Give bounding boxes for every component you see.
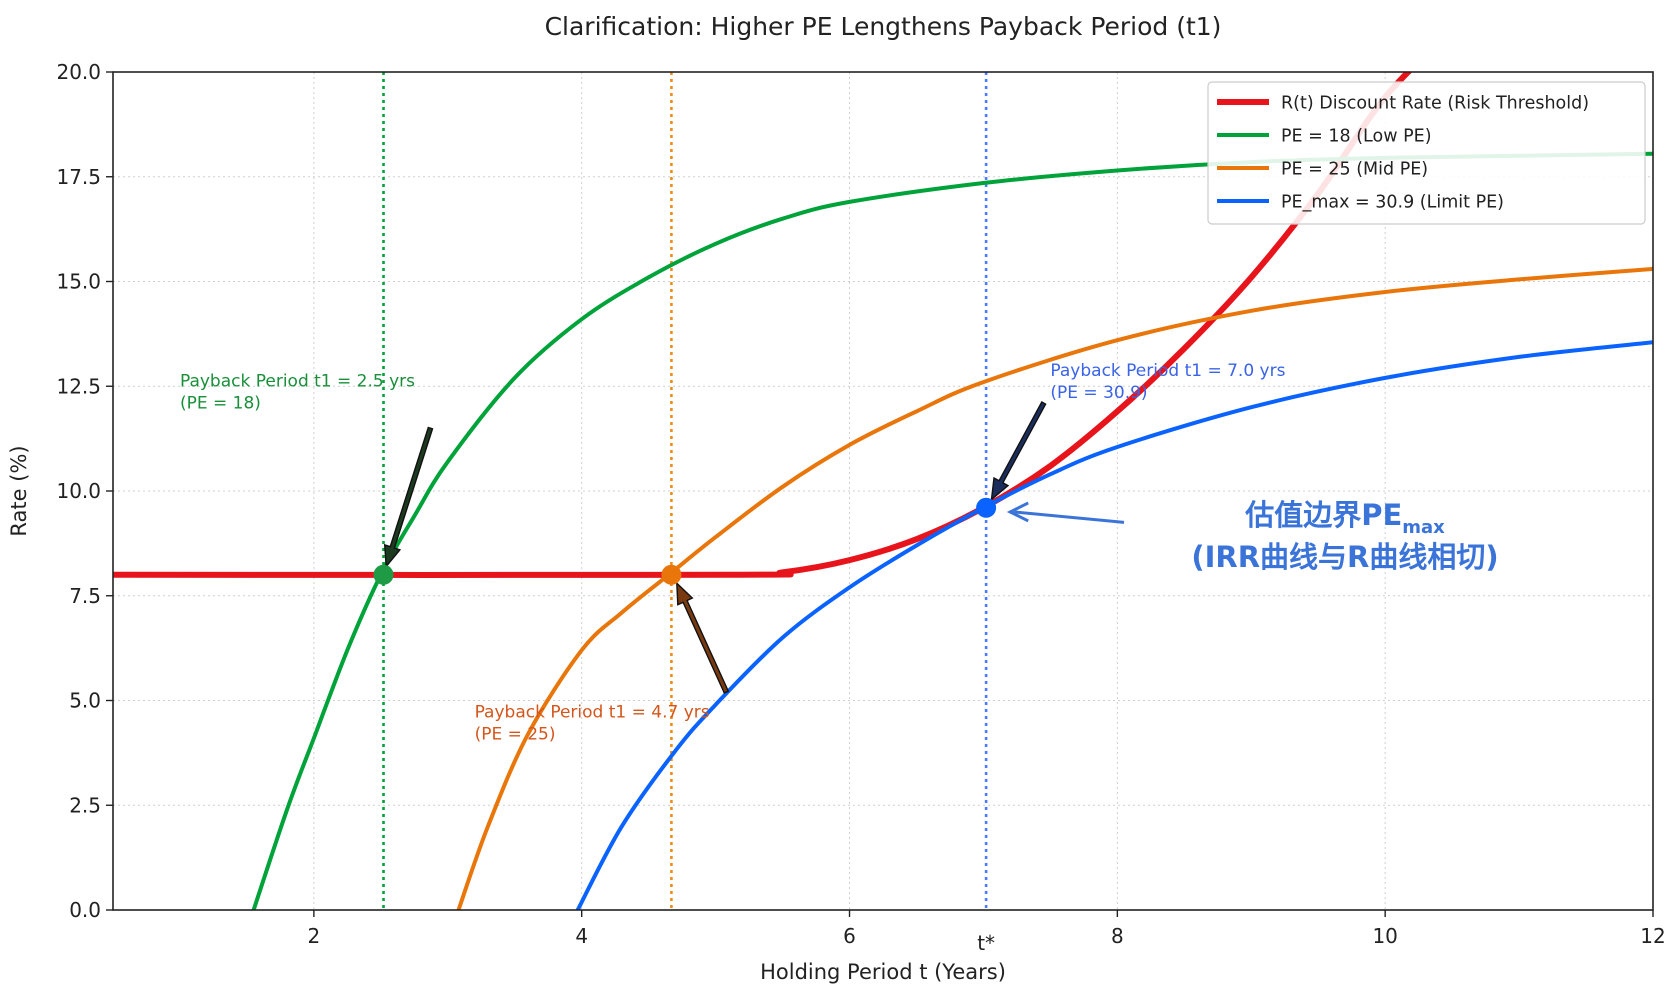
pe-max-arrow-shaft	[1014, 510, 1125, 524]
chart-title: Clarification: Higher PE Lengthens Payba…	[545, 12, 1222, 41]
tstar-label: t*	[977, 931, 995, 955]
pe-max-arrow-head	[1006, 501, 1029, 523]
y-tick-label: 10.0	[56, 479, 101, 503]
x-tick-label: 2	[308, 924, 321, 948]
legend-label: R(t) Discount Rate (Risk Threshold)	[1281, 94, 1589, 114]
x-tick-label: 4	[575, 924, 588, 948]
annotations: Payback Period t1 = 2.5 yrs(PE = 18) Payb…	[180, 361, 1499, 744]
annotation-arrow	[676, 581, 730, 694]
y-tick-label: 0.0	[69, 898, 101, 922]
y-tick-label: 17.5	[56, 165, 101, 189]
series-line	[456, 266, 1653, 910]
y-tick-label: 7.5	[69, 584, 101, 608]
x-tick-label: 8	[1111, 924, 1124, 948]
y-axis-label: Rate (%)	[7, 445, 31, 536]
y-tick-label: 20.0	[56, 60, 101, 84]
y-axis-ticks: 0.0 2.5 5.0 7.5 10.0 12.5 15.0 17.5 20.0	[56, 60, 113, 922]
legend: R(t) Discount Rate (Risk Threshold) PE = …	[1207, 81, 1646, 225]
annotation-text-line2: (PE = 25)	[475, 724, 556, 744]
pe-max-title: 估值边界PEmax	[1244, 498, 1445, 538]
pe-max-subtitle: (IRR曲线与R曲线相切)	[1191, 540, 1498, 574]
x-axis-label: Holding Period t (Years)	[760, 960, 1006, 984]
annotation-text-line2: (PE = 30.9)	[1050, 383, 1147, 403]
y-tick-label: 12.5	[56, 374, 101, 398]
annotation-text-line1: Payback Period t1 = 4.7 yrs	[475, 702, 710, 722]
x-tick-label: 12	[1640, 924, 1665, 948]
legend-box	[1207, 81, 1646, 225]
pe-max-title-main: 估值边界PE	[1244, 498, 1402, 532]
annotation-arrow	[990, 401, 1047, 502]
y-tick-label: 2.5	[69, 793, 101, 817]
legend-label: PE_max = 30.9 (Limit PE)	[1281, 193, 1504, 213]
pe-max-subscript: max	[1402, 517, 1445, 538]
y-tick-label: 15.0	[56, 270, 101, 294]
legend-label: PE = 25 (Mid PE)	[1281, 160, 1428, 180]
annotation-text-line1: Payback Period t1 = 2.5 yrs	[180, 371, 415, 391]
x-tick-label: 6	[843, 924, 856, 948]
y-tick-label: 5.0	[69, 689, 101, 713]
annotation-text-line2: (PE = 18)	[180, 393, 261, 413]
x-axis-ticks: 2 4 6 8 10 12	[308, 910, 1666, 948]
intersection-point	[373, 564, 394, 585]
intersection-point	[976, 497, 997, 518]
intersection-point	[661, 564, 682, 585]
annotation-text-line1: Payback Period t1 = 7.0 yrs	[1050, 361, 1285, 381]
series-line	[575, 340, 1653, 910]
annotation-arrow	[383, 426, 434, 569]
legend-label: PE = 18 (Low PE)	[1281, 127, 1432, 147]
intersection-points	[373, 497, 997, 585]
x-tick-label: 10	[1372, 924, 1397, 948]
